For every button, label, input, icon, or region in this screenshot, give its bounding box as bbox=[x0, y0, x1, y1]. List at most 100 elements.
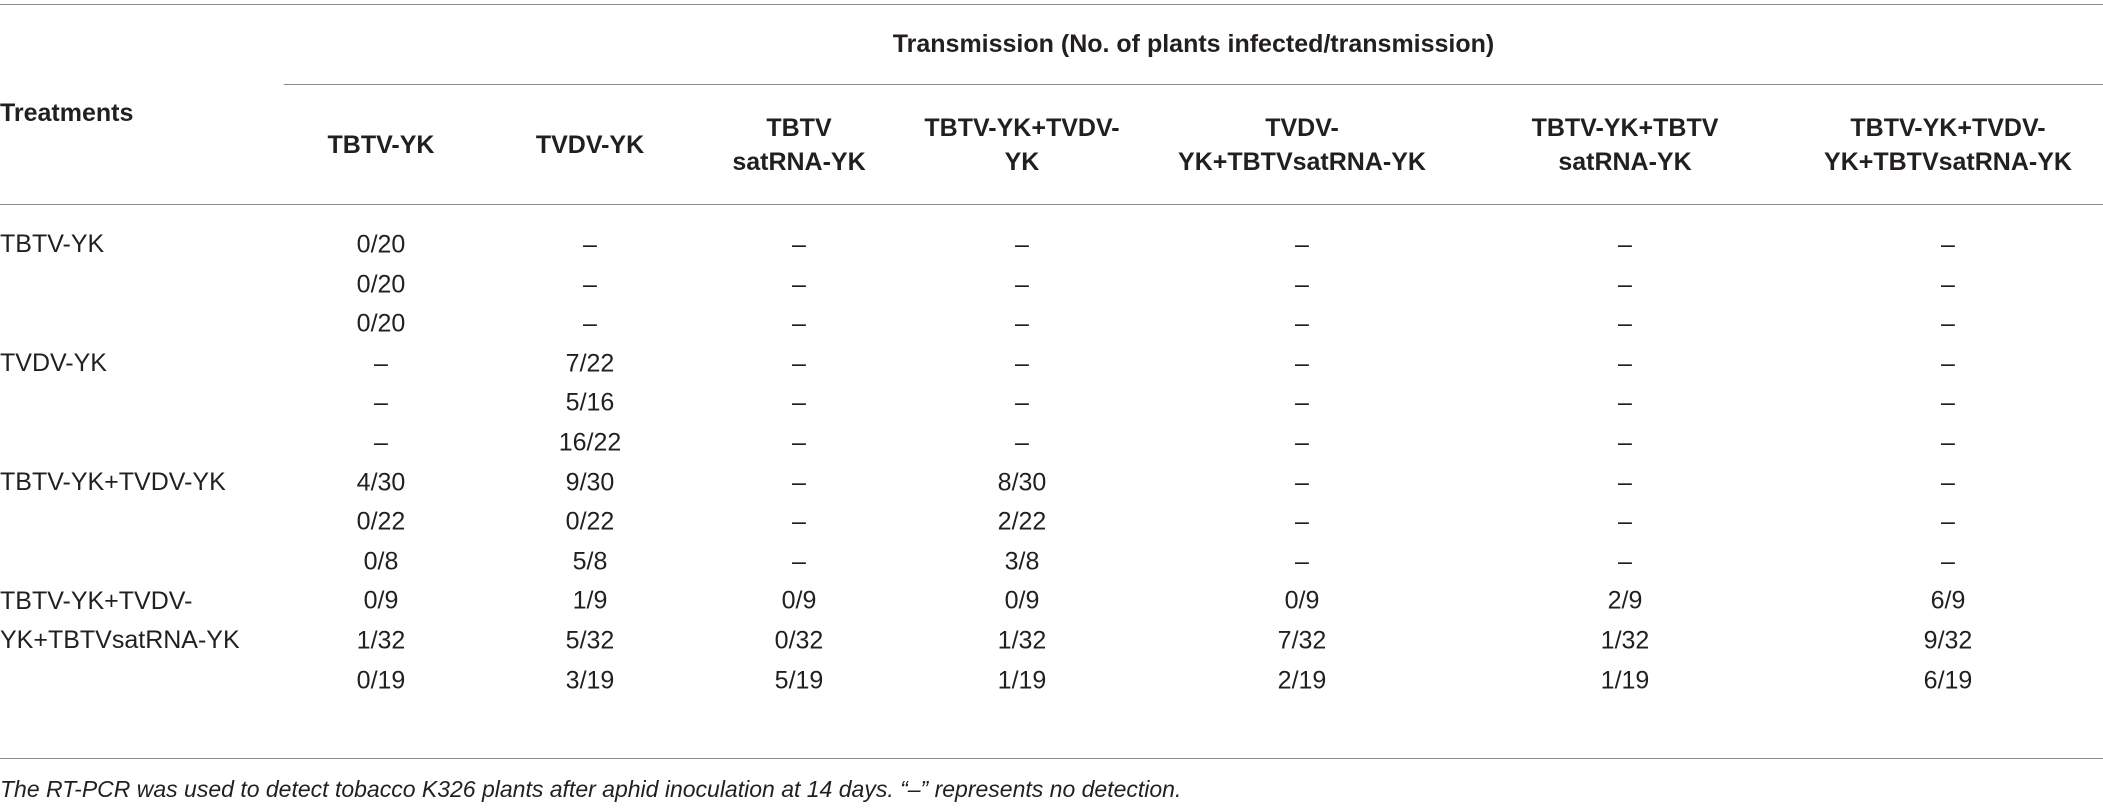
column-header: TBTV satRNA-YK bbox=[732, 114, 866, 176]
table-cell: – bbox=[1618, 230, 1632, 259]
table-cell: – bbox=[374, 388, 388, 417]
table-cell: – bbox=[1618, 468, 1632, 497]
treatment-label: TVDV-YK bbox=[0, 349, 107, 377]
table-cell: – bbox=[374, 349, 388, 378]
table-cell: – bbox=[1295, 428, 1309, 457]
table-cell: – bbox=[1015, 428, 1029, 457]
table-cell: 16/22 bbox=[558, 428, 622, 457]
table-cell: 5/19 bbox=[774, 666, 824, 695]
table-cell: – bbox=[1618, 547, 1632, 576]
table-cell: 0/9 bbox=[1004, 586, 1040, 615]
table-cell: – bbox=[792, 547, 806, 576]
table-cell: 2/22 bbox=[997, 507, 1047, 536]
treatment-label: TBTV-YK+TVDV-YK+TBTVsatRNA-YK bbox=[0, 586, 240, 655]
table-cell: 1/32 bbox=[356, 626, 406, 655]
table-cell: 0/8 bbox=[363, 547, 399, 576]
column-header: TVDV-YK bbox=[535, 131, 645, 159]
table-cell: 0/9 bbox=[781, 586, 817, 615]
table-cell: 1/9 bbox=[572, 586, 608, 615]
spanner-header: Transmission (No. of plants infected/tra… bbox=[892, 30, 1495, 58]
table-cell: 7/22 bbox=[565, 349, 615, 378]
table-cell: – bbox=[1015, 349, 1029, 378]
table-cell: – bbox=[1618, 270, 1632, 299]
footnote: The RT-PCR was used to detect tobacco K3… bbox=[0, 776, 1182, 802]
table-cell: – bbox=[792, 507, 806, 536]
table-cell: – bbox=[1941, 468, 1955, 497]
spanner-rule bbox=[284, 84, 2103, 85]
table-cell: 0/9 bbox=[1284, 586, 1320, 615]
table-cell: 3/19 bbox=[565, 666, 615, 695]
table-cell: 4/30 bbox=[356, 468, 406, 497]
table-cell: 3/8 bbox=[1004, 547, 1040, 576]
table-cell: – bbox=[1618, 428, 1632, 457]
table-cell: – bbox=[1295, 547, 1309, 576]
table-cell: – bbox=[1295, 349, 1309, 378]
table-cell: – bbox=[583, 270, 597, 299]
table-cell: – bbox=[1618, 309, 1632, 338]
treatment-label: TBTV-YK+TVDV-YK bbox=[0, 467, 226, 496]
table-cell: 1/32 bbox=[1600, 626, 1650, 655]
table-cell: – bbox=[1941, 230, 1955, 259]
table-cell: 0/22 bbox=[356, 507, 406, 536]
table-cell: 9/32 bbox=[1923, 626, 1973, 655]
table-cell: – bbox=[1015, 270, 1029, 299]
table-cell: – bbox=[374, 428, 388, 457]
table-cell: 7/32 bbox=[1277, 626, 1327, 655]
table-cell: – bbox=[1015, 230, 1029, 259]
table-cell: 0/32 bbox=[774, 626, 824, 655]
table-cell: – bbox=[1941, 507, 1955, 536]
bottom-rule bbox=[0, 758, 2103, 759]
table-cell: – bbox=[1618, 388, 1632, 417]
table-cell: 5/8 bbox=[572, 547, 608, 576]
header-rule bbox=[0, 204, 2103, 205]
table-cell: 5/32 bbox=[565, 626, 615, 655]
treatment-label: TBTV-YK bbox=[0, 230, 105, 259]
table-cell: – bbox=[1941, 428, 1955, 457]
stub-header: Treatments bbox=[0, 99, 134, 127]
table-cell: – bbox=[1295, 468, 1309, 497]
table-cell: 0/20 bbox=[356, 270, 406, 299]
table-cell: 0/19 bbox=[356, 666, 406, 695]
table-cell: – bbox=[1295, 270, 1309, 299]
table-cell: – bbox=[583, 309, 597, 338]
column-header: TBTV-YK+TVDV-YK+TBTVsatRNA-YK bbox=[1824, 114, 2072, 176]
table-cell: – bbox=[1618, 349, 1632, 378]
table-cell: 1/19 bbox=[1600, 666, 1650, 695]
table-cell: – bbox=[1941, 349, 1955, 378]
table-cell: – bbox=[792, 349, 806, 378]
table-cell: 9/30 bbox=[565, 468, 615, 497]
table-cell: – bbox=[792, 388, 806, 417]
table-cell: – bbox=[1295, 388, 1309, 417]
table-cell: – bbox=[583, 230, 597, 259]
table-cell: – bbox=[1295, 230, 1309, 259]
table-cell: 2/9 bbox=[1607, 586, 1643, 615]
table-cell: – bbox=[1618, 507, 1632, 536]
table-cell: 0/20 bbox=[356, 230, 406, 259]
column-header: TBTV-YK bbox=[327, 131, 435, 159]
table-cell: 1/19 bbox=[997, 666, 1047, 695]
table-cell: – bbox=[792, 428, 806, 457]
column-header: TBTV-YK+TVDV-YK bbox=[924, 114, 1120, 176]
table-cell: 0/20 bbox=[356, 309, 406, 338]
table-cell: 0/9 bbox=[363, 586, 399, 615]
table-cell: – bbox=[792, 270, 806, 299]
table-cell: – bbox=[1941, 388, 1955, 417]
table-cell: 6/9 bbox=[1930, 586, 1966, 615]
column-header: TBTV-YK+TBTV satRNA-YK bbox=[1531, 114, 1719, 176]
table-cell: 0/22 bbox=[565, 507, 615, 536]
table-cell: – bbox=[1015, 388, 1029, 417]
table-cell: – bbox=[792, 309, 806, 338]
top-rule bbox=[0, 4, 2103, 5]
column-header: TVDV-YK+TBTVsatRNA-YK bbox=[1178, 114, 1426, 176]
table-cell: 6/19 bbox=[1923, 666, 1973, 695]
table-cell: – bbox=[1295, 507, 1309, 536]
table-cell: 2/19 bbox=[1277, 666, 1327, 695]
table-cell: 5/16 bbox=[565, 388, 615, 417]
table-cell: – bbox=[1941, 309, 1955, 338]
table-cell: – bbox=[1015, 309, 1029, 338]
table-cell: 8/30 bbox=[997, 468, 1047, 497]
table-cell: – bbox=[792, 468, 806, 497]
table-cell: 1/32 bbox=[997, 626, 1047, 655]
table-cell: – bbox=[1941, 270, 1955, 299]
